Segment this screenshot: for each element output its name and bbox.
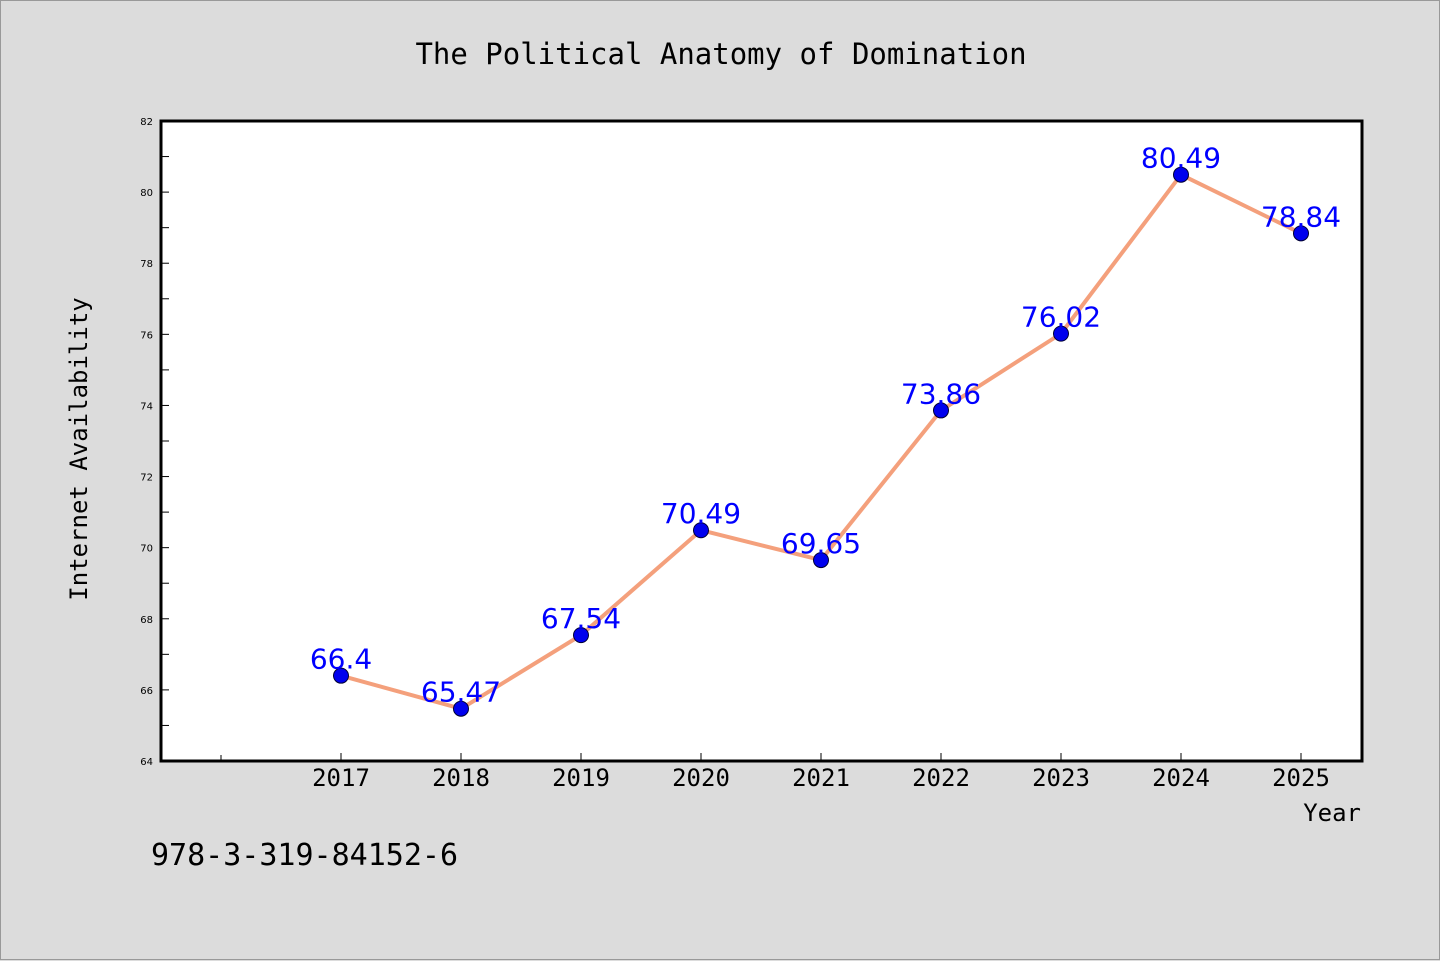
x-tick-label: 2022 [912, 764, 970, 792]
y-axis: 64 66 68 70 72 74 76 78 80 82 [140, 117, 169, 768]
x-tick-label: 2017 [312, 764, 370, 792]
data-label: 78.84 [1261, 200, 1341, 233]
x-tick-label: 2025 [1272, 764, 1330, 792]
chart-title: The Political Anatomy of Domination [415, 37, 1026, 71]
y-tick-label: 72 [140, 473, 153, 484]
data-label: 65.47 [421, 676, 501, 709]
data-label: 67.54 [541, 602, 621, 635]
y-tick-label: 66 [140, 686, 153, 697]
y-tick-label: 80 [140, 188, 153, 199]
x-tick-label: 2020 [672, 764, 730, 792]
data-point [933, 402, 949, 419]
data-point [1173, 166, 1189, 183]
x-tick-label: 2021 [792, 764, 850, 792]
x-axis-label: Year [1303, 799, 1361, 827]
data-label: 73.86 [901, 377, 981, 410]
data-point [333, 667, 349, 684]
y-tick-label: 76 [140, 330, 153, 341]
y-tick-label: 70 [140, 544, 153, 555]
x-tick-label: 2023 [1032, 764, 1090, 792]
y-tick-label: 82 [140, 117, 153, 128]
data-point [453, 700, 469, 717]
data-markers [333, 166, 1309, 717]
y-tick-label: 78 [140, 259, 153, 270]
x-tick-label: 2018 [432, 764, 490, 792]
x-tick-label: 2024 [1152, 764, 1210, 792]
data-point [1053, 325, 1069, 342]
data-label: 80.49 [1141, 142, 1221, 175]
data-point [573, 627, 589, 644]
data-point [1293, 225, 1309, 242]
y-tick-label: 74 [140, 401, 153, 412]
y-axis-label: Internet Availability [65, 297, 93, 600]
data-label: 70.49 [661, 497, 741, 530]
data-label: 66.4 [310, 643, 372, 676]
data-point [693, 522, 709, 539]
data-labels: 66.4 65.47 67.54 70.49 69.65 73.86 76.02 80.49 7… [310, 142, 1341, 709]
plot-area [159, 119, 1364, 763]
data-label: 69.65 [781, 527, 861, 560]
x-axis: 2017 2018 2019 2020 2021 2022 2023 2024 2025 [220, 753, 1330, 792]
y-tick-label: 64 [140, 757, 153, 768]
data-point [813, 552, 829, 569]
y-tick-label: 68 [140, 615, 153, 626]
data-label: 76.02 [1021, 301, 1101, 334]
x-tick-label: 2019 [552, 764, 610, 792]
footer-isbn: 978-3-319-84152-6 [151, 838, 458, 873]
